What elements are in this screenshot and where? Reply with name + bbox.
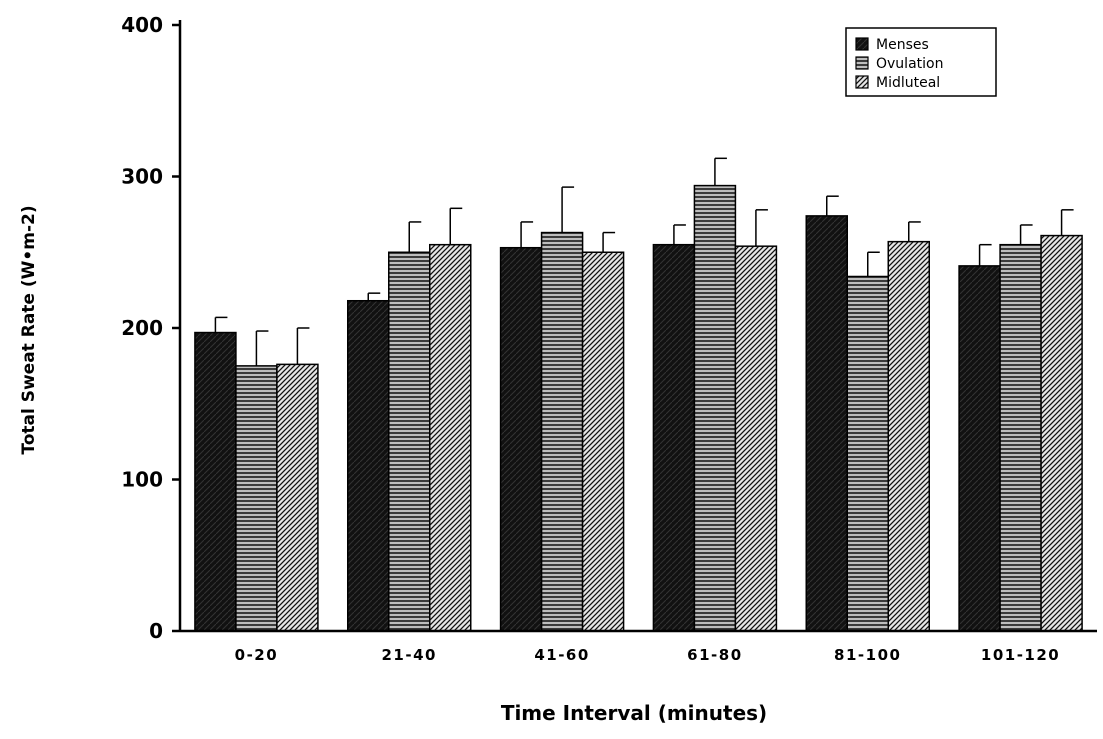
bar-ovulation-41-60	[540, 231, 584, 632]
x-tick-label: 0-20	[235, 646, 279, 664]
bar-menses-21-40	[347, 299, 390, 632]
bar-ovulation-81-100	[846, 275, 889, 632]
y-tick-label: 100	[121, 468, 163, 492]
bar-menses-61-80	[652, 243, 696, 632]
bar-midluteal-61-80	[734, 245, 778, 632]
bar-ovulation-21-40	[388, 251, 431, 632]
x-tick-label: 101-120	[981, 646, 1060, 664]
y-tick-label: 0	[149, 619, 163, 643]
bars-layer	[194, 184, 1083, 632]
legend-label-menses: Menses	[876, 37, 929, 53]
bar-ovulation-61-80	[693, 184, 737, 632]
error-bars-layer	[214, 157, 1074, 366]
bar-menses-41-60	[499, 246, 543, 632]
bar-midluteal-0-20	[276, 363, 319, 632]
bar-ovulation-0-20	[235, 365, 278, 632]
y-axis-label: Total Sweat Rate (W•m-2)	[19, 205, 39, 454]
legend-label-midluteal: Midluteal	[876, 75, 940, 91]
bar-menses-0-20	[194, 331, 237, 632]
legend-swatch-ovulation	[855, 56, 869, 70]
x-tick-label: 21-40	[382, 646, 437, 664]
y-axis: 0 100 200 300 400	[121, 13, 182, 643]
bar-menses-101-120	[958, 265, 1001, 632]
legend-label-ovulation: Ovulation	[876, 56, 943, 72]
legend-swatch-midluteal	[855, 75, 869, 89]
bar-midluteal-81-100	[887, 240, 930, 632]
y-tick-label: 200	[121, 316, 163, 340]
x-tick-label: 41-60	[534, 646, 589, 664]
x-tick-label: 61-80	[687, 646, 742, 664]
bar-menses-81-100	[805, 215, 848, 632]
bar-midluteal-21-40	[429, 243, 472, 632]
y-tick-label: 300	[121, 165, 163, 189]
legend: Menses Ovulation Midluteal	[845, 27, 997, 97]
x-axis-label: Time Interval (minutes)	[501, 701, 767, 725]
y-tick-label: 400	[121, 13, 163, 37]
bar-midluteal-41-60	[581, 251, 625, 632]
x-axis: 0-20 21-40 41-60 61-80 81-100 101-120	[180, 629, 1097, 664]
bar-midluteal-101-120	[1040, 234, 1083, 632]
legend-swatch-menses	[855, 37, 869, 51]
legend-box	[845, 27, 997, 97]
bar-ovulation-101-120	[999, 243, 1042, 632]
x-tick-label: 81-100	[834, 646, 901, 664]
